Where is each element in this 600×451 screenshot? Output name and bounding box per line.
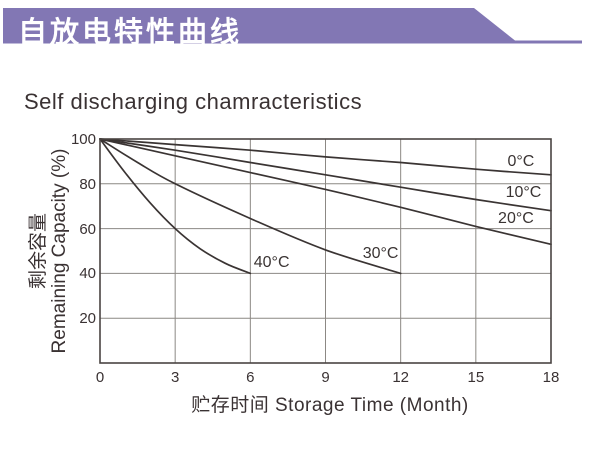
curve-40c <box>99 138 252 275</box>
y-tick-label: 40 <box>79 265 96 283</box>
curve-0c <box>99 138 552 176</box>
curve-20c <box>99 138 552 246</box>
banner-shape <box>3 8 582 44</box>
plot-border <box>99 138 552 364</box>
curve-10c <box>99 138 552 212</box>
y-axis-title-en: Remaining Capacity (%) <box>49 148 70 354</box>
curve-30c <box>99 138 402 275</box>
chart-title: Self discharging chamracteristics <box>24 89 363 114</box>
x-tick-label: 9 <box>321 369 330 386</box>
x-tick-label: 6 <box>246 369 255 386</box>
x-tick-label: 3 <box>170 369 180 386</box>
series-label-40c: 40°C <box>253 254 290 272</box>
x-tick-label: 15 <box>467 369 485 386</box>
header-banner <box>3 8 582 44</box>
x-tick-label: 0 <box>95 369 105 386</box>
series-label-20c: 20°C <box>498 209 534 227</box>
x-tick-label: 12 <box>392 369 409 386</box>
banner-title: 自放电特性曲线 <box>18 17 243 49</box>
y-axis-title: 剩余容量 Remaining Capacity (%) <box>28 81 72 421</box>
y-tick-label: 60 <box>79 220 96 238</box>
series-label-0c: 0°C <box>507 153 535 171</box>
series-label-10c: 10°C <box>505 183 542 201</box>
y-tick-label: 20 <box>79 310 96 328</box>
x-axis-title: 贮存时间 Storage Time (Month) <box>191 395 469 416</box>
y-tick-label: 80 <box>79 175 96 193</box>
temperature-curves <box>99 138 552 275</box>
x-tick-label: 18 <box>542 369 560 386</box>
y-axis-title-cn: 剩余容量 <box>28 213 49 290</box>
series-label-30c: 30°C <box>362 245 399 263</box>
y-tick-label: 100 <box>70 131 96 148</box>
